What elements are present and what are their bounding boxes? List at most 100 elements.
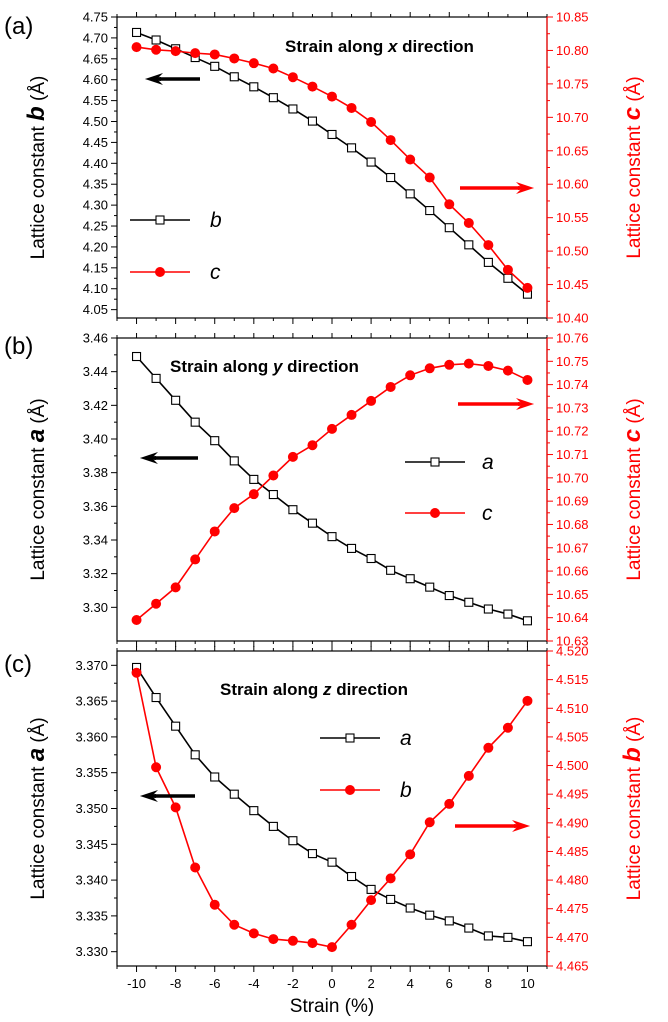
data-point	[248, 58, 259, 69]
legend-marker	[155, 215, 165, 225]
panel-c: -10 -8 -6 -4 -2 0 2 4 6 8 10 3.330 3.335 3.340 3.345 3.…	[4, 644, 646, 1018]
legend-entry-b: b	[320, 779, 412, 802]
axis-title-unit: (Å)	[624, 717, 645, 748]
axis-title-unit: (Å)	[624, 398, 645, 429]
data-point	[268, 93, 278, 103]
right-y-tick-label: 10.50	[556, 244, 589, 259]
panel-title: Strain along z direction	[220, 680, 408, 699]
data-point	[151, 44, 162, 55]
data-point	[522, 695, 533, 706]
data-point	[327, 129, 337, 140]
data-point	[483, 240, 494, 251]
right-y-tick-label: 4.470	[556, 930, 589, 945]
right-y-tick-label: 10.75	[556, 354, 589, 369]
data-point	[229, 919, 240, 930]
title-part: x	[387, 37, 399, 56]
right-y-tick-label: 10.64	[556, 610, 589, 625]
data-point	[229, 503, 240, 514]
plot-frame	[116, 16, 548, 319]
right-y-tick-label: 4.480	[556, 873, 589, 888]
data-point	[424, 172, 435, 183]
left-y-tick-label: 4.25	[83, 219, 108, 234]
data-point	[131, 615, 142, 626]
legend-label: b	[400, 779, 412, 802]
left-y-tick-label: 4.65	[83, 51, 108, 66]
data-point	[405, 370, 416, 381]
left-y-tick-label: 4.05	[83, 302, 108, 317]
data-point	[209, 49, 220, 60]
x-tick-label: -4	[248, 976, 260, 991]
data-point	[210, 436, 220, 446]
data-point	[464, 597, 474, 607]
data-point	[249, 82, 259, 92]
data-point	[386, 565, 396, 575]
data-point	[463, 358, 474, 369]
left-axis-title: Lattice constant a (Å)	[23, 717, 50, 899]
right-y-tick-label: 4.510	[556, 701, 589, 716]
data-point	[248, 489, 259, 500]
data-point	[483, 931, 493, 941]
data-point	[190, 48, 201, 59]
data-point	[307, 518, 318, 528]
left-arrow-arrowhead	[145, 73, 163, 85]
data-point	[288, 505, 298, 515]
axis-title-prefix: Lattice constant	[28, 442, 49, 580]
right-y-tick-label: 10.74	[556, 377, 589, 392]
data-point	[210, 61, 220, 71]
data-point	[209, 899, 220, 910]
right-arrow	[460, 182, 534, 194]
right-arrow-arrowhead	[516, 182, 534, 194]
panel-title: Strain along x direction	[285, 37, 474, 56]
data-point	[268, 934, 279, 945]
data-point	[444, 223, 454, 233]
right-y-tick-label: 10.45	[556, 277, 589, 292]
axis-title-variable: a	[23, 429, 50, 442]
data-point	[405, 154, 416, 165]
data-point	[151, 762, 162, 773]
data-point	[463, 770, 474, 781]
data-point	[385, 873, 396, 884]
left-y-tick-label: 4.75	[83, 10, 108, 25]
title-part: z	[322, 680, 332, 699]
legend-entry-a: a	[405, 451, 494, 474]
axis-title-variable: b	[619, 747, 646, 762]
right-y-tick-label: 10.73	[556, 400, 589, 415]
data-point	[346, 409, 357, 420]
data-point	[386, 894, 396, 904]
data-point	[385, 381, 396, 392]
data-point	[483, 360, 494, 371]
axis-title-prefix: Lattice constant	[624, 442, 645, 580]
data-point	[503, 609, 513, 619]
series-b-left	[131, 27, 533, 299]
right-y-tick-label: 4.500	[556, 758, 589, 773]
right-y-tick-label: 10.76	[556, 331, 589, 346]
title-part: Strain along	[285, 37, 388, 56]
data-point	[170, 802, 181, 813]
data-point	[444, 359, 455, 370]
data-point	[307, 849, 318, 859]
data-point	[522, 282, 533, 293]
data-point	[346, 543, 357, 553]
series-c-right	[131, 42, 533, 293]
right-y-tick-label: 4.485	[556, 844, 589, 859]
data-point	[131, 42, 142, 53]
data-point	[425, 582, 435, 592]
data-point	[268, 63, 279, 74]
data-point	[287, 935, 298, 946]
data-point	[248, 928, 259, 939]
data-point	[483, 742, 494, 753]
data-point	[464, 240, 474, 250]
data-point	[346, 919, 357, 930]
left-y-tick-label: 3.36	[83, 499, 108, 514]
x-tick-label: 0	[328, 976, 335, 991]
left-arrow-arrowhead	[140, 452, 158, 464]
left-arrow	[140, 790, 195, 802]
data-point	[249, 806, 259, 816]
right-y-tick-label: 10.60	[556, 177, 589, 192]
data-point	[307, 938, 318, 949]
data-point	[444, 199, 455, 210]
plot-frame	[116, 337, 548, 642]
legend-marker	[345, 733, 355, 743]
data-point	[502, 722, 513, 733]
data-point	[327, 532, 337, 542]
